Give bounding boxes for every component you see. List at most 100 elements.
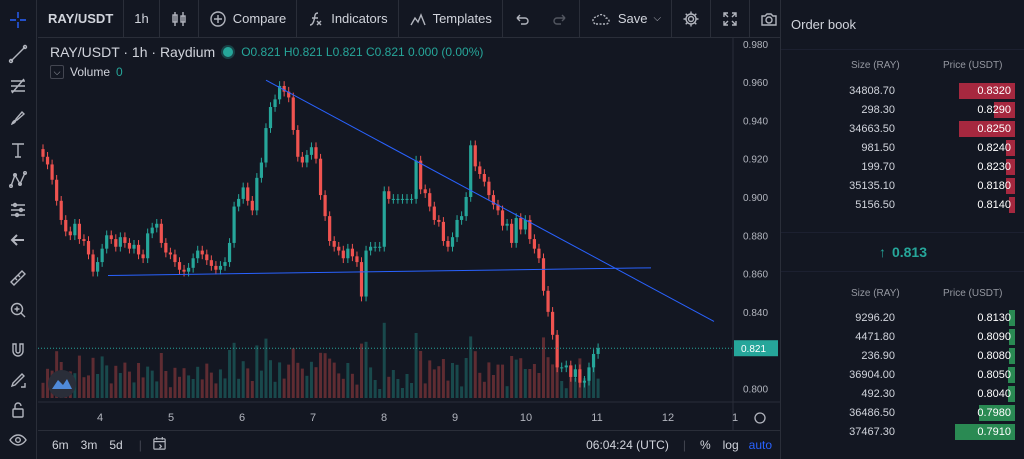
- volume-bar: [473, 351, 477, 398]
- collapse-legend-icon[interactable]: ⌵: [50, 65, 64, 79]
- volume-bar: [100, 356, 104, 398]
- percent-toggle[interactable]: %: [699, 438, 711, 452]
- volume-bar: [246, 368, 250, 398]
- chart-canvas[interactable]: 0.980 0.960 0.940 0.920 0.900 0.880 0.860 0.840…: [38, 38, 780, 430]
- volume-bar: [77, 355, 81, 398]
- order-book-title: Order book: [781, 0, 1024, 50]
- order-price: 0.8180: [977, 180, 1011, 192]
- back-arrow-icon[interactable]: [4, 226, 32, 254]
- volume-bar: [469, 336, 473, 398]
- order-book-row[interactable]: 35135.10 0.8180: [781, 177, 1024, 195]
- volume-bar: [228, 350, 232, 398]
- save-label: Save: [617, 11, 648, 26]
- order-size: 36904.00: [849, 369, 895, 381]
- undo-button[interactable]: [503, 0, 541, 38]
- redo-button[interactable]: [541, 0, 579, 38]
- candle-body: [64, 219, 68, 232]
- scale-settings-icon[interactable]: [754, 412, 766, 424]
- order-size: 298.30: [861, 104, 895, 116]
- pattern-icon[interactable]: [4, 166, 32, 194]
- volume-bar: [546, 357, 550, 398]
- volume-bar: [378, 389, 382, 398]
- candle-body: [409, 198, 414, 200]
- candle-body: [487, 181, 491, 196]
- price-chart[interactable]: 0.980 0.960 0.940 0.920 0.900 0.880 0.860 0.840…: [38, 38, 780, 430]
- bids-header: Size (RAY) Price (USDT): [781, 288, 1024, 304]
- zoom-in-icon[interactable]: [4, 296, 32, 324]
- goto-date-icon[interactable]: [152, 436, 167, 454]
- volume-bar: [214, 383, 218, 398]
- candle-body: [227, 242, 232, 263]
- order-price: 0.8050: [977, 369, 1011, 381]
- log-toggle[interactable]: log: [722, 438, 739, 452]
- screenshot-button[interactable]: [750, 0, 788, 38]
- order-book-row[interactable]: 5156.50 0.8140: [781, 196, 1024, 214]
- depth-bar: [1006, 159, 1015, 175]
- depth-bar: [1009, 310, 1015, 326]
- chart-legend: RAY/USDT · 1h · Raydium O0.821 H0.821 L0…: [50, 44, 483, 60]
- order-book-row[interactable]: 37467.30 0.7910: [781, 423, 1024, 441]
- candle-body: [91, 254, 95, 272]
- candle-body: [537, 248, 541, 259]
- prediction-icon[interactable]: [4, 196, 32, 224]
- order-book-row[interactable]: 236.90 0.8080: [781, 347, 1024, 365]
- indicators-button[interactable]: Indicators: [297, 0, 399, 38]
- ruler-icon[interactable]: [4, 264, 32, 292]
- order-book-row[interactable]: 4471.80 0.8090: [781, 328, 1024, 346]
- compare-button[interactable]: Compare: [199, 0, 298, 38]
- order-book-row[interactable]: 199.70 0.8230: [781, 158, 1024, 176]
- order-book-row[interactable]: 34663.50 0.8250: [781, 120, 1024, 138]
- lock-drawing-icon[interactable]: [4, 366, 32, 394]
- timeframe-5d[interactable]: 5d: [109, 438, 123, 452]
- volume-bar: [159, 353, 163, 398]
- auto-scale-toggle[interactable]: auto: [748, 438, 772, 452]
- order-book-row[interactable]: 981.50 0.8240: [781, 139, 1024, 157]
- order-book-row[interactable]: 9296.20 0.8130: [781, 309, 1024, 327]
- candle-body: [278, 85, 282, 100]
- utc-clock[interactable]: 06:04:24 (UTC): [586, 438, 669, 452]
- volume-bar: [405, 374, 409, 398]
- volume-bar: [178, 376, 181, 398]
- interval-selector[interactable]: 1h: [124, 0, 160, 38]
- last-price-badge: [734, 340, 778, 357]
- volume-bar: [451, 363, 454, 398]
- brush-icon[interactable]: [4, 104, 32, 132]
- volume-bar: [114, 365, 118, 398]
- chart-type-button[interactable]: [160, 0, 199, 38]
- candle-body: [546, 290, 550, 312]
- timeframe-3m[interactable]: 3m: [80, 438, 98, 452]
- templates-icon: [409, 12, 426, 25]
- price-header: Price (USDT): [943, 60, 1003, 71]
- candle-body: [255, 177, 259, 211]
- candle-body: [323, 195, 327, 217]
- candle-body: [478, 166, 482, 175]
- order-book-row[interactable]: 36904.00 0.8050: [781, 366, 1024, 384]
- volume-bar: [105, 365, 109, 398]
- fib-icon[interactable]: [4, 72, 32, 100]
- volume-bar: [478, 372, 482, 398]
- candle-body: [159, 223, 163, 243]
- volume-bar: [487, 362, 491, 398]
- market-status-icon: [223, 47, 234, 57]
- chevron-down-icon[interactable]: ⌵: [653, 13, 662, 24]
- trendline-icon[interactable]: [4, 40, 32, 68]
- order-book-row[interactable]: 36486.50 0.7980: [781, 404, 1024, 422]
- timeframe-6m[interactable]: 6m: [52, 438, 69, 452]
- magnet-icon[interactable]: [4, 336, 32, 364]
- candle-body: [187, 267, 191, 272]
- order-book-row[interactable]: 298.30 0.8290: [781, 101, 1024, 119]
- text-icon[interactable]: [4, 136, 32, 164]
- fullscreen-button[interactable]: [711, 0, 751, 38]
- x-tick-label: 12: [662, 412, 674, 424]
- save-button[interactable]: Save ⌵: [578, 0, 673, 38]
- templates-button[interactable]: Templates: [399, 0, 503, 38]
- candle-body: [314, 147, 318, 159]
- lock-icon[interactable]: [4, 396, 32, 424]
- crosshair-icon[interactable]: [4, 6, 32, 34]
- order-book-row[interactable]: 492.30 0.8040: [781, 385, 1024, 403]
- order-book-row[interactable]: 34808.70 0.8320: [781, 82, 1024, 100]
- candle-body: [132, 244, 136, 249]
- settings-button[interactable]: [672, 0, 712, 38]
- eye-icon[interactable]: [4, 426, 32, 454]
- symbol-search[interactable]: RAY/USDT: [38, 0, 125, 38]
